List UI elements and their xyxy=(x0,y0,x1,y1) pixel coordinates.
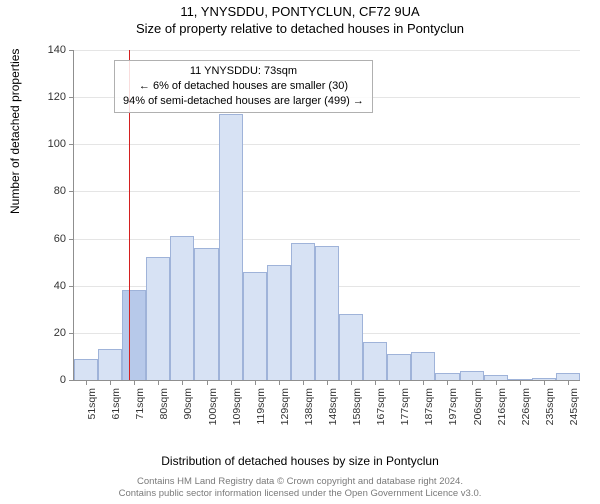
annotation-box: 11 YNYSDDU: 73sqm← 6% of detached houses… xyxy=(114,60,373,113)
y-tick-label: 20 xyxy=(54,327,66,339)
plot-area: 02040608010012014051sqm61sqm71sqm80sqm90… xyxy=(73,50,580,381)
x-tick-mark xyxy=(423,380,424,385)
x-axis-label: Distribution of detached houses by size … xyxy=(0,454,600,468)
x-tick-mark xyxy=(86,380,87,385)
gridline xyxy=(74,239,580,240)
x-tick-label: 177sqm xyxy=(399,388,411,428)
y-tick-mark xyxy=(69,380,74,381)
annotation-line: 11 YNYSDDU: 73sqm xyxy=(123,64,364,79)
x-tick-label: 51sqm xyxy=(86,388,98,428)
histogram-bar xyxy=(122,290,146,380)
x-tick-mark xyxy=(472,380,473,385)
x-tick-mark xyxy=(182,380,183,385)
histogram-bar xyxy=(556,373,580,380)
x-tick-mark xyxy=(327,380,328,385)
x-tick-label: 109sqm xyxy=(231,388,243,428)
chart-title-block: 11, YNYSDDU, PONTYCLUN, CF72 9UA Size of… xyxy=(0,4,600,36)
x-tick-label: 61sqm xyxy=(110,388,122,428)
y-axis-label: Number of detached properties xyxy=(8,49,22,214)
chart-supertitle: 11, YNYSDDU, PONTYCLUN, CF72 9UA xyxy=(0,4,600,19)
y-tick-label: 60 xyxy=(54,233,66,245)
y-tick-label: 40 xyxy=(54,280,66,292)
x-tick-mark xyxy=(110,380,111,385)
x-tick-mark xyxy=(207,380,208,385)
histogram-bar xyxy=(339,314,363,380)
x-tick-label: 197sqm xyxy=(447,388,459,428)
y-tick-label: 80 xyxy=(54,185,66,197)
x-tick-label: 158sqm xyxy=(351,388,363,428)
y-tick-mark xyxy=(69,191,74,192)
x-tick-mark xyxy=(568,380,569,385)
histogram-bar xyxy=(435,373,459,380)
x-tick-label: 187sqm xyxy=(423,388,435,428)
x-tick-mark xyxy=(255,380,256,385)
y-tick-label: 100 xyxy=(48,138,66,150)
x-tick-mark xyxy=(375,380,376,385)
x-tick-label: 119sqm xyxy=(255,388,267,428)
y-tick-label: 140 xyxy=(48,44,66,56)
histogram-bar xyxy=(170,236,194,380)
x-tick-label: 148sqm xyxy=(327,388,339,428)
annotation-line: ← 6% of detached houses are smaller (30) xyxy=(123,79,364,94)
gridline xyxy=(74,50,580,51)
x-tick-mark xyxy=(134,380,135,385)
y-tick-mark xyxy=(69,50,74,51)
histogram-bar xyxy=(387,354,411,380)
x-tick-label: 216sqm xyxy=(496,388,508,428)
chart-subtitle: Size of property relative to detached ho… xyxy=(0,21,600,36)
histogram-bar xyxy=(363,342,387,380)
y-tick-mark xyxy=(69,144,74,145)
x-tick-mark xyxy=(399,380,400,385)
histogram-bar xyxy=(146,257,170,380)
histogram-bar xyxy=(98,349,122,380)
y-tick-mark xyxy=(69,333,74,334)
y-tick-mark xyxy=(69,97,74,98)
x-tick-mark xyxy=(303,380,304,385)
x-tick-label: 100sqm xyxy=(207,388,219,428)
y-tick-label: 0 xyxy=(60,374,66,386)
x-tick-label: 138sqm xyxy=(303,388,315,428)
histogram-bar xyxy=(315,246,339,380)
y-tick-mark xyxy=(69,239,74,240)
x-tick-label: 90sqm xyxy=(182,388,194,428)
footer-line-2: Contains public sector information licen… xyxy=(0,488,600,500)
y-tick-mark xyxy=(69,286,74,287)
histogram-bar xyxy=(194,248,218,380)
x-tick-mark xyxy=(351,380,352,385)
y-tick-label: 120 xyxy=(48,91,66,103)
gridline xyxy=(74,191,580,192)
footer-attribution: Contains HM Land Registry data © Crown c… xyxy=(0,476,600,500)
x-tick-mark xyxy=(231,380,232,385)
histogram-bar xyxy=(460,371,484,380)
x-tick-mark xyxy=(496,380,497,385)
x-tick-label: 129sqm xyxy=(279,388,291,428)
x-tick-mark xyxy=(279,380,280,385)
histogram-bar xyxy=(219,114,243,380)
gridline xyxy=(74,144,580,145)
x-tick-label: 167sqm xyxy=(375,388,387,428)
x-tick-label: 206sqm xyxy=(472,388,484,428)
footer-line-1: Contains HM Land Registry data © Crown c… xyxy=(0,476,600,488)
annotation-line: 94% of semi-detached houses are larger (… xyxy=(123,94,364,109)
x-tick-label: 80sqm xyxy=(158,388,170,428)
histogram-bar xyxy=(411,352,435,380)
x-tick-label: 71sqm xyxy=(134,388,146,428)
x-tick-label: 235sqm xyxy=(544,388,556,428)
x-tick-mark xyxy=(447,380,448,385)
x-tick-mark xyxy=(520,380,521,385)
histogram-bar xyxy=(243,272,267,380)
chart-area: 02040608010012014051sqm61sqm71sqm80sqm90… xyxy=(55,50,579,410)
x-tick-label: 245sqm xyxy=(568,388,580,428)
x-tick-mark xyxy=(544,380,545,385)
x-tick-mark xyxy=(158,380,159,385)
histogram-bar xyxy=(291,243,315,380)
histogram-bar xyxy=(74,359,98,380)
x-tick-label: 226sqm xyxy=(520,388,532,428)
histogram-bar xyxy=(267,265,291,381)
